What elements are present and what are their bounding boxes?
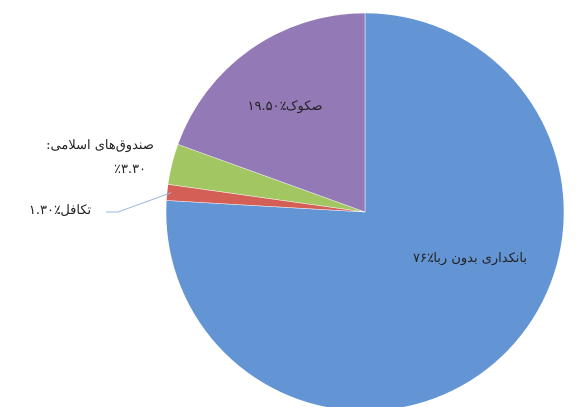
value-label: ٪۳.۳۰ xyxy=(114,162,146,177)
pie-slice xyxy=(165,12,565,407)
value-label: ٪۱.۳۰ xyxy=(29,203,61,218)
data-label: بانکداری بدون ربا:٪۷۶ xyxy=(413,251,527,266)
category-label: تکافل: xyxy=(56,203,92,218)
value-label: ٪۷۶ xyxy=(413,251,434,266)
category-label: بانکداری بدون ربا: xyxy=(429,251,527,266)
leader-line xyxy=(106,192,172,213)
pie-slice xyxy=(177,12,366,213)
data-label: صندوق‌های اسلامی: ٪۳.۳۰ xyxy=(46,138,154,177)
category-label: صندوق‌های اسلامی: xyxy=(46,138,154,153)
pie xyxy=(165,12,565,407)
value-label: ٪۱۹.۵۰ xyxy=(248,99,287,114)
data-label: صکوک:٪۱۹.۵۰ xyxy=(248,99,323,114)
data-label: تکافل:٪۱.۳۰ xyxy=(29,203,92,218)
category-label: صکوک: xyxy=(282,99,323,114)
labels: بانکداری بدون ربا:٪۷۶ تکافل:٪۱.۳۰ صندوق‌ها… xyxy=(29,99,527,266)
